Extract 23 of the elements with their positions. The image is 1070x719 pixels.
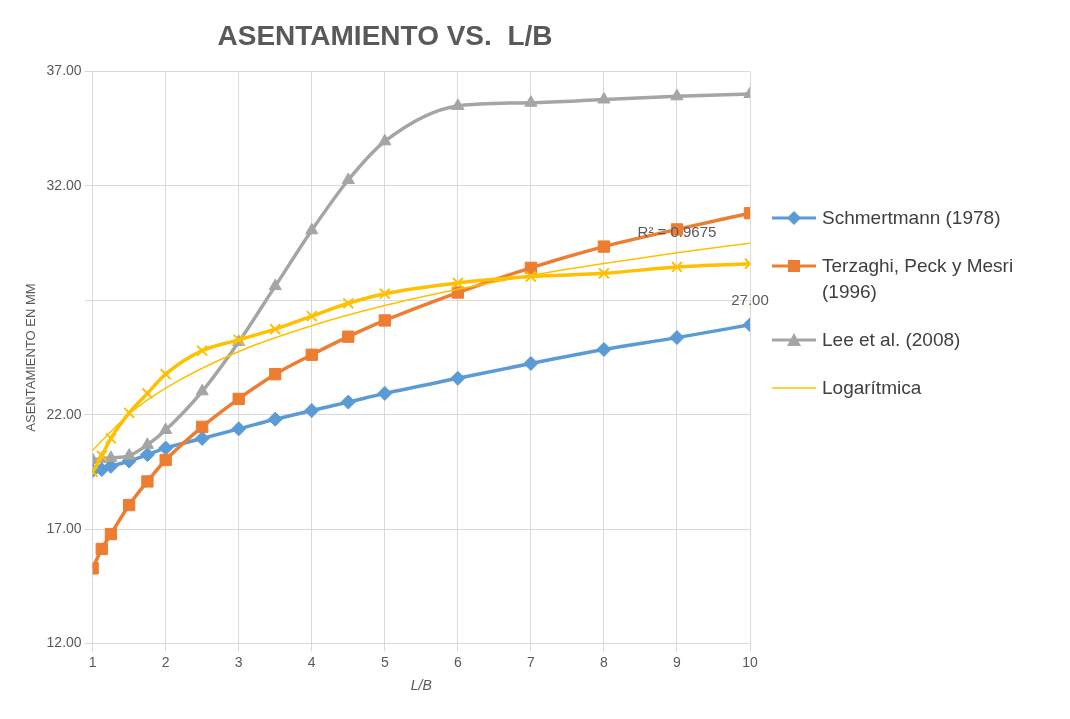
y-tick-label: 22.00	[46, 405, 82, 422]
y-axis-title: ASENTAMIENTO EN MM	[23, 283, 39, 432]
y-tick-label: 37.00	[46, 62, 82, 79]
x-tick-label: 7	[526, 653, 535, 670]
x-tick-label: 8	[600, 653, 609, 670]
annotation: 27.00	[731, 290, 769, 308]
chart-title: ASENTAMIENTO VS. L/B	[217, 19, 553, 51]
x-tick-label: 10	[742, 653, 758, 670]
x-tick-label: 9	[673, 653, 682, 670]
y-tick-label: 17.00	[46, 519, 82, 536]
x-tick-label: 3	[234, 653, 243, 670]
y-tick-label: 32.00	[46, 176, 82, 193]
legend-label: Terzaghi, Peck y Mesri (1996)	[822, 254, 1015, 304]
x-tick-label: 4	[307, 653, 316, 670]
x-tick-label: 1	[88, 653, 97, 670]
y-tick-label: 12.00	[46, 634, 82, 651]
legend-label: Schmertmann (1978)	[822, 206, 1001, 230]
x-axis-title: L/B	[410, 677, 432, 694]
x-tick-label: 2	[161, 653, 170, 670]
x-tick-label: 6	[453, 653, 462, 670]
x-tick-label: 5	[380, 653, 389, 670]
legend-label: Lee et al. (2008)	[822, 328, 961, 352]
legend-label: Logarítmica	[822, 376, 922, 400]
